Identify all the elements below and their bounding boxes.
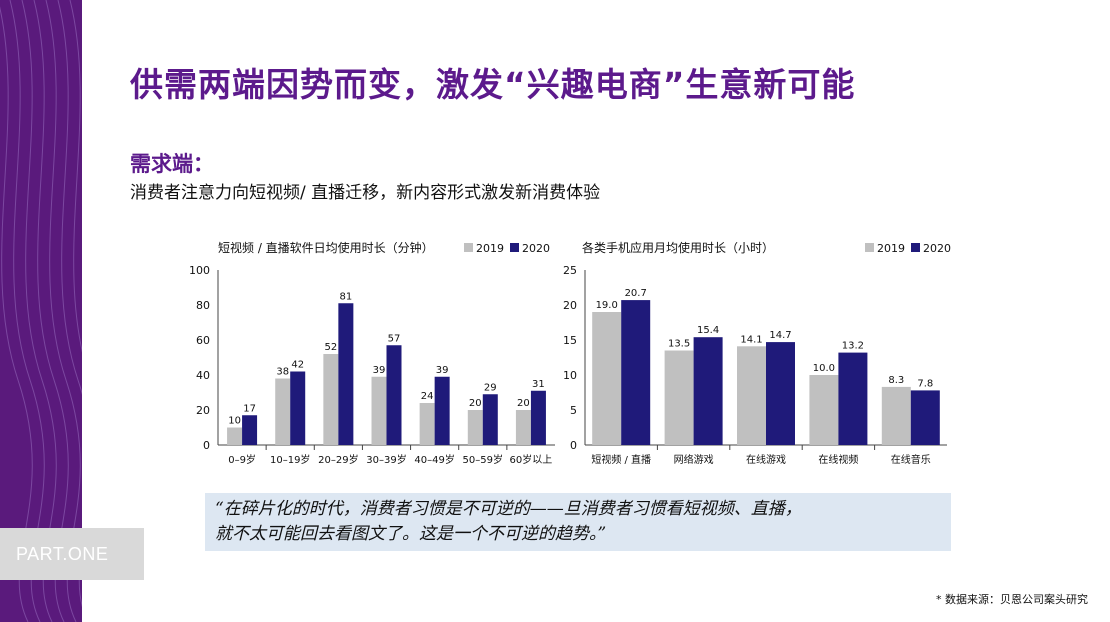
data-label-2019: 14.1 <box>740 334 762 345</box>
bar-2020 <box>290 371 306 445</box>
data-label-2019: 38 <box>276 367 289 378</box>
data-label-2020: 17 <box>243 403 256 414</box>
chart-title: 短视频 / 直播软件日均使用时长（分钟） <box>218 240 434 255</box>
bar-2019 <box>419 403 435 445</box>
quote-line-2: 就不太可能回去看图文了。这是一个不可逆的趋势。” <box>215 524 607 544</box>
section-heading: 需求端： <box>130 152 214 176</box>
data-label-2020: 13.2 <box>842 341 864 352</box>
bar-2020 <box>338 303 354 445</box>
data-label-2020: 20.7 <box>625 288 647 299</box>
page-title: 供需两端因势而变，激发“兴趣电商”生意新可能 <box>130 65 856 104</box>
bar-2019 <box>323 354 339 445</box>
quote-line-1: “在碎片化的时代，消费者习惯是不可逆的——旦消费者习惯看短视频、直播， <box>215 499 802 519</box>
data-label-2019: 39 <box>373 365 386 376</box>
data-label-2020: 15.4 <box>697 325 719 336</box>
x-tick-label: 30–39岁 <box>366 453 406 466</box>
bar-2019 <box>227 427 243 445</box>
data-label-2020: 31 <box>532 379 545 390</box>
data-label-2019: 8.3 <box>888 375 904 386</box>
data-label-2020: 39 <box>436 365 449 376</box>
bar-2019 <box>809 375 839 445</box>
legend-swatch-2020 <box>510 243 519 252</box>
bar-2020 <box>530 390 546 445</box>
data-label-2020: 42 <box>291 360 304 371</box>
y-tick-label: 100 <box>190 264 210 277</box>
y-tick-label: 10 <box>563 369 577 382</box>
y-tick-label: 20 <box>563 299 577 312</box>
sidebar-decoration <box>0 0 82 622</box>
data-label-2020: 29 <box>484 382 497 393</box>
data-label-2019: 24 <box>421 391 434 402</box>
bar-2019 <box>664 350 694 445</box>
part-label: PART.ONE <box>0 528 144 580</box>
data-label-2020: 7.8 <box>917 378 933 389</box>
section-subtext: 消费者注意力向短视频/ 直播迁移，新内容形式激发新消费体验 <box>130 183 601 203</box>
data-label-2020: 14.7 <box>769 330 791 341</box>
bar-2019 <box>515 410 531 445</box>
data-label-2019: 52 <box>324 342 337 353</box>
bar-2020 <box>242 415 258 445</box>
y-tick-label: 25 <box>563 264 577 277</box>
x-tick-label: 10–19岁 <box>270 453 310 466</box>
bar-2020 <box>838 352 868 445</box>
x-tick-label: 在线音乐 <box>891 453 931 466</box>
y-tick-label: 0 <box>570 439 577 452</box>
data-label-2020: 57 <box>388 333 401 344</box>
y-tick-label: 40 <box>196 369 210 382</box>
data-label-2019: 10.0 <box>813 363 835 374</box>
x-tick-label: 20–29岁 <box>318 453 358 466</box>
bar-2020 <box>386 345 402 445</box>
x-tick-label: 在线游戏 <box>746 453 786 466</box>
bar-2019 <box>467 410 483 445</box>
quote-box: “在碎片化的时代，消费者习惯是不可逆的——旦消费者习惯看短视频、直播， 就不太可… <box>205 493 951 551</box>
legend-label-2020: 2020 <box>923 242 951 255</box>
data-label-2019: 13.5 <box>668 339 690 350</box>
x-tick-label: 0–9岁 <box>228 453 256 466</box>
legend-label-2019: 2019 <box>476 242 504 255</box>
y-tick-label: 5 <box>570 404 577 417</box>
bar-2020 <box>910 390 940 445</box>
bar-2020 <box>766 342 795 445</box>
bar-2019 <box>737 346 766 445</box>
chart-title: 各类手机应用月均使用时长（小时） <box>582 240 774 255</box>
x-tick-label: 在线视频 <box>818 453 858 466</box>
legend-label-2019: 2019 <box>877 242 905 255</box>
data-label-2019: 10 <box>228 416 241 427</box>
bar-2019 <box>881 386 911 445</box>
bar-2019 <box>275 378 291 445</box>
x-tick-label: 40–49岁 <box>414 453 454 466</box>
data-label-2019: 19.0 <box>596 300 618 311</box>
bar-2020 <box>621 300 651 445</box>
data-label-2019: 20 <box>517 398 530 409</box>
chart-age-daily-usage: 短视频 / 直播软件日均使用时长（分钟） 2019 2020 0 20 40 60 80 100… <box>189 232 565 476</box>
chart-app-monthly-usage: 各类手机应用月均使用时长（小时） 2019 2020 0 5 10 15 20 25 短视频 / … <box>560 232 955 476</box>
data-label-2020: 81 <box>339 291 352 302</box>
y-tick-label: 20 <box>196 404 210 417</box>
x-tick-label: 网络游戏 <box>674 453 714 466</box>
legend-swatch-2020 <box>911 243 920 252</box>
x-tick-label: 60岁以上 <box>510 453 553 466</box>
y-tick-label: 80 <box>196 299 210 312</box>
bar-2020 <box>434 376 450 445</box>
x-tick-label: 短视频 / 直播 <box>591 453 651 466</box>
data-label-2019: 20 <box>469 398 482 409</box>
legend-label-2020: 2020 <box>522 242 550 255</box>
bar-2020 <box>482 394 498 445</box>
bar-2019 <box>371 376 387 445</box>
bar-2019 <box>592 312 622 445</box>
legend-swatch-2019 <box>464 243 473 252</box>
y-tick-label: 15 <box>563 334 577 347</box>
y-tick-label: 0 <box>203 439 210 452</box>
legend-swatch-2019 <box>865 243 874 252</box>
x-tick-label: 50–59岁 <box>463 453 503 466</box>
source-note: * 数据来源：贝恩公司案头研究 <box>936 593 1088 606</box>
bar-2020 <box>693 337 723 445</box>
y-tick-label: 60 <box>196 334 210 347</box>
